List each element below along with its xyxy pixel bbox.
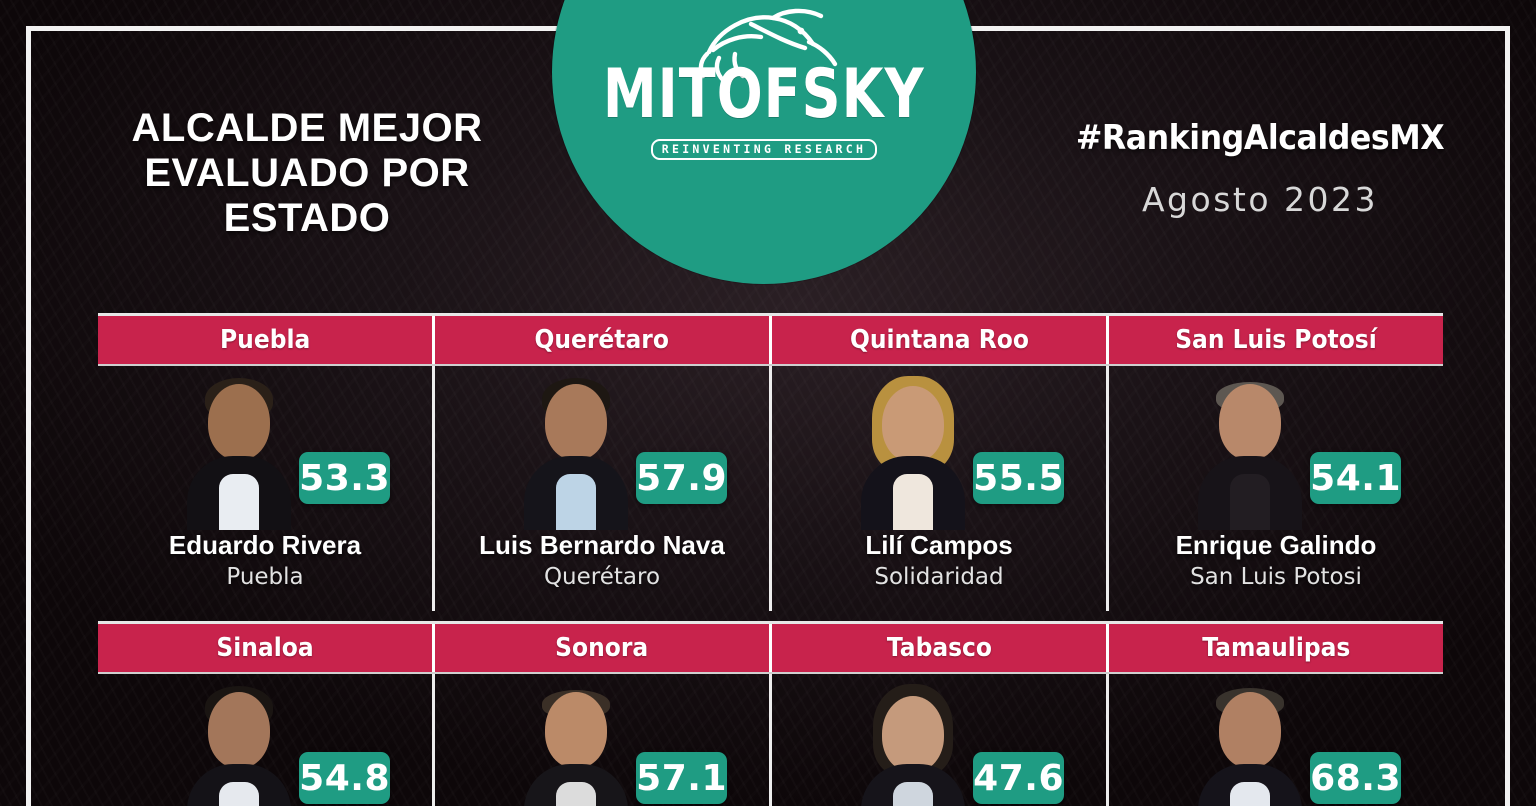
state-header-band: Puebla Querétaro Quintana Roo San Luis P… — [98, 313, 1443, 366]
mayor-row: 54.8 — [98, 674, 1443, 806]
state-label: Sonora — [555, 633, 649, 663]
state-header-cell[interactable]: Tabasco — [772, 624, 1109, 672]
score-badge: 54.8 — [299, 752, 390, 804]
score-badge: 47.6 — [973, 752, 1064, 804]
state-header-cell[interactable]: San Luis Potosí — [1109, 316, 1443, 364]
ranking-row: Puebla Querétaro Quintana Roo San Luis P… — [98, 313, 1443, 611]
mayor-photo — [1197, 370, 1303, 530]
mayor-city: Puebla — [226, 564, 304, 590]
mayor-card[interactable]: 55.5 Lilí Campos Solidaridad — [772, 366, 1109, 611]
mayor-name: Enrique Galindo — [1175, 530, 1377, 560]
portrait-area: 57.9 — [435, 366, 769, 530]
mayor-photo — [1197, 678, 1303, 806]
mayor-photo — [186, 678, 292, 806]
mayor-photo — [186, 370, 292, 530]
state-label: Tabasco — [886, 633, 992, 663]
mayor-card[interactable]: 68.3 — [1109, 674, 1443, 806]
period-label: Agosto 2023 — [1141, 180, 1378, 219]
mayor-city: San Luis Potosi — [1190, 564, 1362, 590]
hashtag-label: #RankingAlcaldesMX — [1075, 118, 1445, 158]
state-label: San Luis Potosí — [1175, 325, 1377, 355]
mitofsky-logo: MITOFSKY REINVENTING RESEARCH — [552, 0, 976, 284]
ranking-row: Sinaloa Sonora Tabasco Tamaulipas — [98, 621, 1443, 806]
state-header-cell[interactable]: Quintana Roo — [772, 316, 1109, 364]
score-badge: 68.3 — [1310, 752, 1401, 804]
portrait-area: 53.3 — [98, 366, 432, 530]
mayor-photo — [860, 370, 966, 530]
score-badge: 53.3 — [299, 452, 390, 504]
score-badge: 55.5 — [973, 452, 1064, 504]
mayor-card[interactable]: 57.9 Luis Bernardo Nava Querétaro — [435, 366, 772, 611]
portrait-area: 68.3 — [1109, 674, 1443, 806]
logo-wordmark: MITOFSKY — [603, 55, 925, 134]
mayor-name: Eduardo Rivera — [168, 530, 362, 560]
mayor-photo — [523, 370, 629, 530]
state-header-cell[interactable]: Puebla — [98, 316, 435, 364]
mayor-card[interactable]: 53.3 Eduardo Rivera Puebla — [98, 366, 435, 611]
state-header-cell[interactable]: Sinaloa — [98, 624, 435, 672]
mayor-city: Solidaridad — [874, 564, 1004, 590]
mayor-card[interactable]: 54.8 — [98, 674, 435, 806]
state-label: Querétaro — [534, 325, 670, 355]
portrait-area: 54.8 — [98, 674, 432, 806]
score-badge: 54.1 — [1310, 452, 1401, 504]
state-header-cell[interactable]: Querétaro — [435, 316, 772, 364]
mayor-photo — [860, 678, 966, 806]
mayor-card[interactable]: 47.6 — [772, 674, 1109, 806]
mayor-name: Luis Bernardo Nava — [479, 530, 725, 560]
portrait-area: 47.6 — [772, 674, 1106, 806]
mayor-row: 53.3 Eduardo Rivera Puebla — [98, 366, 1443, 611]
state-label: Tamaulipas — [1201, 633, 1351, 663]
state-header-cell[interactable]: Tamaulipas — [1109, 624, 1443, 672]
state-header-band: Sinaloa Sonora Tabasco Tamaulipas — [98, 621, 1443, 674]
state-ranking-grid: Puebla Querétaro Quintana Roo San Luis P… — [98, 313, 1443, 806]
mayor-card[interactable]: 57.1 — [435, 674, 772, 806]
logo-tagline: REINVENTING RESEARCH — [650, 139, 878, 160]
mayor-city: Querétaro — [543, 564, 661, 590]
state-label: Sinaloa — [216, 633, 314, 663]
page-title: ALCALDE MEJOR EVALUADO POR ESTADO — [131, 106, 483, 241]
mayor-name: Lilí Campos — [865, 530, 1013, 560]
state-label: Quintana Roo — [849, 325, 1029, 355]
score-badge: 57.1 — [636, 752, 727, 804]
mayor-photo — [523, 678, 629, 806]
portrait-area: 55.5 — [772, 366, 1106, 530]
score-badge: 57.9 — [636, 452, 727, 504]
state-label: Puebla — [219, 325, 311, 355]
state-header-cell[interactable]: Sonora — [435, 624, 772, 672]
portrait-area: 57.1 — [435, 674, 769, 806]
portrait-area: 54.1 — [1109, 366, 1443, 530]
mayor-card[interactable]: 54.1 Enrique Galindo San Luis Potosi — [1109, 366, 1443, 611]
